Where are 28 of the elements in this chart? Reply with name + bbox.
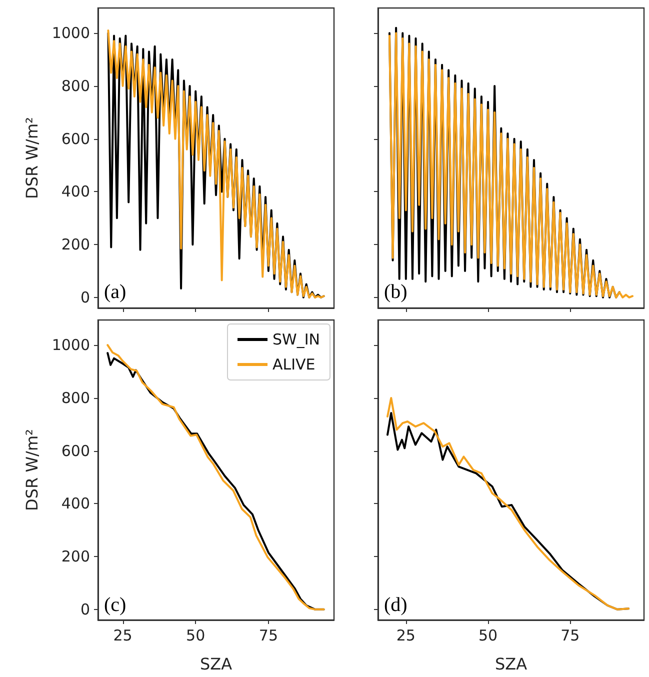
annotation: (b) — [384, 281, 408, 303]
y-tick-label: 600 — [61, 130, 90, 148]
y-tick-label: 1000 — [52, 336, 90, 354]
y-tick-label: 0 — [80, 288, 90, 306]
y-tick-label: 800 — [61, 388, 90, 407]
x-axis-title: SZA — [200, 654, 232, 674]
y-tick-label: 0 — [80, 600, 90, 618]
x-tick-label: 75 — [560, 626, 580, 644]
y-tick-label: 600 — [61, 442, 90, 460]
x-axis-title: SZA — [494, 654, 528, 674]
y-tick-label: 200 — [61, 236, 90, 254]
x-tick-label: 50 — [478, 626, 498, 644]
y-tick-label: 200 — [61, 548, 90, 566]
legend-label: ALIVE — [272, 356, 316, 374]
y-tick-label: 800 — [61, 76, 90, 95]
legend-label: SW_IN — [272, 330, 320, 348]
y-tick-label: 1000 — [52, 24, 90, 42]
x-tick-label: 50 — [186, 626, 206, 644]
y-tick-label: 400 — [61, 494, 90, 513]
annotation: (a) — [104, 281, 126, 303]
annotation: (c) — [104, 594, 126, 616]
x-tick-label: 75 — [258, 626, 278, 644]
y-tick-label: 400 — [61, 182, 90, 201]
x-tick-label: 25 — [396, 626, 416, 644]
x-tick-label: 25 — [113, 626, 132, 644]
y-axis-title: DSR W/m² — [22, 117, 42, 199]
y-axis-title: DSR W/m² — [22, 429, 42, 511]
annotation: (d) — [384, 594, 408, 616]
